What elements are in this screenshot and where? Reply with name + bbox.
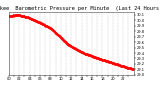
Title: Milwaukee  Barometric Pressure per Minute  (Last 24 Hours): Milwaukee Barometric Pressure per Minute… [0,6,160,11]
